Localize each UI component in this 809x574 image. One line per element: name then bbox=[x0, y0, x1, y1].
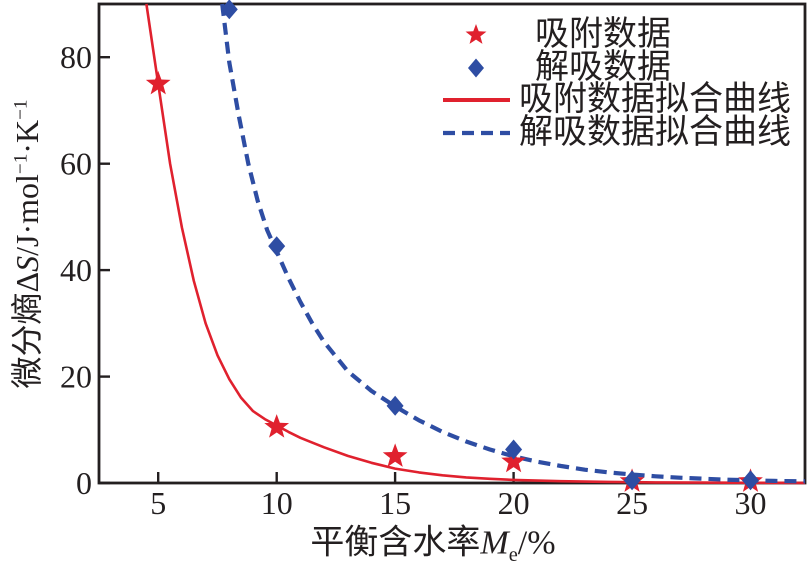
legend-label: 解吸数据拟合曲线 bbox=[519, 114, 791, 151]
adsorption-point-star bbox=[501, 448, 526, 473]
legend-marker-svg bbox=[468, 58, 484, 78]
plot-border bbox=[97, 2, 807, 485]
x-tick-label: 15 bbox=[379, 485, 411, 521]
x-tick-label: 20 bbox=[498, 485, 530, 521]
x-tick-label: 30 bbox=[735, 485, 767, 521]
legend-label: 吸附数据 bbox=[535, 16, 671, 53]
x-tick-label: 10 bbox=[261, 485, 293, 521]
plot-box bbox=[97, 2, 807, 485]
adsorption-point-star bbox=[382, 443, 408, 467]
desorption-point-diamond bbox=[623, 470, 641, 491]
legend-item-desorption-data: 解吸数据 bbox=[441, 51, 671, 85]
legend-star-icon bbox=[465, 24, 487, 44]
star-marker-icon bbox=[441, 19, 513, 51]
desorption-point-diamond bbox=[386, 395, 404, 416]
y-axis-symbol: S bbox=[9, 255, 45, 272]
x-axis-subscript: e bbox=[508, 544, 518, 567]
data-markers bbox=[145, 0, 763, 492]
legend-label: 吸附数据拟合曲线 bbox=[519, 81, 791, 118]
y-tick-label: 40 bbox=[60, 252, 92, 288]
fit-curves bbox=[145, 3, 806, 485]
x-axis-title: 平衡含水率Me/% bbox=[310, 526, 555, 565]
y-axis-title-text: 微分熵Δ bbox=[9, 271, 45, 389]
desorption-point-diamond bbox=[742, 470, 759, 491]
y-axis-exponent: −1 bbox=[10, 153, 32, 175]
y-tick-label: 20 bbox=[60, 359, 92, 395]
desorption-point-diamond bbox=[268, 236, 286, 257]
diamond-marker-icon bbox=[441, 52, 513, 84]
legend-item-adsorption-data: 吸附数据 bbox=[441, 18, 671, 52]
legend-marker-svg bbox=[443, 130, 510, 136]
adsorption-point-star bbox=[264, 414, 290, 438]
y-tick-label: 60 bbox=[60, 146, 92, 182]
x-axis-unit: /% bbox=[517, 524, 556, 562]
axis-tick-labels: 5 10 15 20 25 30 0 20 40 60 80 bbox=[60, 39, 767, 521]
legend-label: 解吸数据 bbox=[535, 49, 671, 86]
y-axis-unit-2: ·K bbox=[9, 119, 45, 154]
x-tick-label: 5 bbox=[150, 485, 166, 521]
legend-item-adsorption-fit: 吸附数据拟合曲线 bbox=[441, 83, 791, 117]
x-tick-label: 25 bbox=[616, 485, 648, 521]
y-tick-label: 0 bbox=[76, 465, 92, 501]
legend-marker-svg bbox=[465, 24, 487, 44]
desorption-point-diamond bbox=[505, 439, 523, 460]
legend-marker-svg bbox=[443, 98, 510, 102]
adsorption-fit-curve bbox=[145, 3, 806, 485]
y-tick-label: 80 bbox=[60, 39, 92, 75]
x-axis-symbol: M bbox=[480, 524, 509, 562]
x-axis-title-text: 平衡含水率 bbox=[310, 524, 481, 562]
legend: 吸附数据 解吸数据 吸附数据拟合曲线 解吸数据拟合曲线 bbox=[441, 0, 807, 158]
y-axis-title: 微分熵ΔS/J·mol−1·K−1 bbox=[9, 99, 45, 389]
desorption-fit-curve bbox=[220, 3, 806, 484]
legend-item-desorption-fit: 解吸数据拟合曲线 bbox=[441, 116, 791, 150]
dashed-line-icon bbox=[441, 117, 513, 149]
y-axis-exponent-2: −1 bbox=[10, 99, 32, 120]
solid-line-icon bbox=[441, 84, 513, 116]
desorption-point-diamond bbox=[220, 0, 238, 20]
legend-diamond-icon bbox=[468, 58, 484, 78]
adsorption-point-star bbox=[145, 70, 171, 95]
y-axis-unit: /J·mol bbox=[9, 174, 45, 256]
